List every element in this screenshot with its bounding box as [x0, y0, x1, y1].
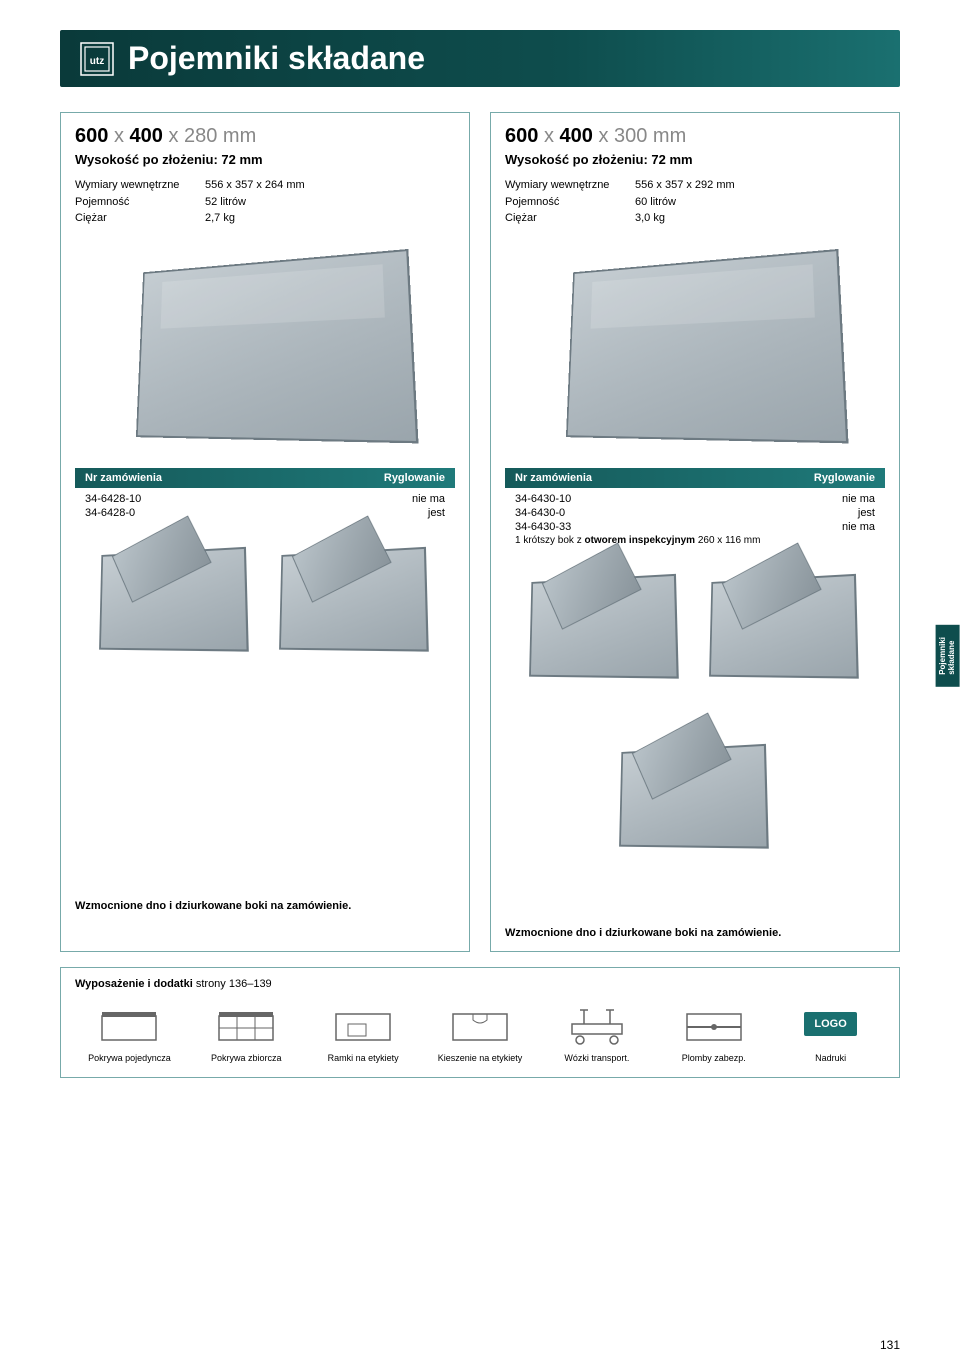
spec-label: Wymiary wewnętrzne: [75, 177, 205, 194]
label-frame-icon: [309, 1000, 418, 1048]
order-id: 34-6430-10: [515, 493, 571, 505]
spec-value: 60 litrów: [635, 194, 885, 211]
crate-variant-illustration: [529, 573, 679, 678]
order-id: 34-6430-33: [515, 521, 571, 533]
crate-variant-illustration: [709, 573, 859, 678]
spec-row: Ciężar3,0 kg: [505, 210, 885, 227]
crate-variant-illustration: [279, 546, 429, 651]
order-row: 34-6430-0 jest: [505, 506, 885, 520]
spec-row: Ciężar2,7 kg: [75, 210, 455, 227]
accessory-label: Pokrywa pojedyncza: [75, 1053, 184, 1063]
product-main-image: [75, 243, 455, 453]
page-number: 131: [880, 1338, 900, 1352]
accessory-label: Pokrywa zbiorcza: [192, 1053, 301, 1063]
variant-image-grid: [505, 557, 885, 917]
accessory-item: Plomby zabezp.: [659, 1000, 768, 1063]
accessory-label: Kieszenie na etykiety: [426, 1053, 535, 1063]
lid-multi-icon: [192, 1000, 301, 1048]
spec-label: Ciężar: [75, 210, 205, 227]
order-col-id: Nr zamówienia: [85, 472, 162, 484]
seal-icon: [659, 1000, 768, 1048]
product-subtitle: Wysokość po złożeniu: 72 mm: [505, 152, 885, 167]
svg-text:utz: utz: [90, 56, 104, 67]
order-lock: nie ma: [412, 493, 445, 505]
spec-row: Wymiary wewnętrzne556 x 357 x 264 mm: [75, 177, 455, 194]
accessory-label: Plomby zabezp.: [659, 1053, 768, 1063]
order-lock: jest: [858, 507, 875, 519]
crate-variant-illustration: [99, 546, 249, 651]
accessory-item: Pokrywa pojedyncza: [75, 1000, 184, 1063]
spec-label: Wymiary wewnętrzne: [505, 177, 635, 194]
order-row: 34-6430-10 nie ma: [505, 492, 885, 506]
spec-value: 556 x 357 x 264 mm: [205, 177, 455, 194]
crate-variant-illustration: [619, 743, 769, 848]
accessory-label: Nadruki: [776, 1053, 885, 1063]
lid-single-icon: [75, 1000, 184, 1048]
spec-table: Wymiary wewnętrzne556 x 357 x 264 mmPoje…: [75, 177, 455, 227]
brand-logo-icon: utz: [80, 42, 114, 76]
accessory-item: Kieszenie na etykiety: [426, 1000, 535, 1063]
accessory-item: Ramki na etykiety: [309, 1000, 418, 1063]
page-header: utz Pojemniki składane: [60, 30, 900, 87]
order-lock: nie ma: [842, 521, 875, 533]
order-row: 34-6428-10 nie ma: [75, 492, 455, 506]
order-id: 34-6428-10: [85, 493, 141, 505]
spec-label: Pojemność: [505, 194, 635, 211]
products-row: 600 x 400 x 280 mm Wysokość po złożeniu: …: [60, 112, 900, 952]
accessory-item: LOGO Nadruki: [776, 1000, 885, 1063]
order-table-header: Nr zamówienia Ryglowanie: [505, 468, 885, 488]
spec-value: 52 litrów: [205, 194, 455, 211]
order-table-body: 34-6428-10 nie ma 34-6428-0 jest: [75, 488, 455, 530]
spec-table: Wymiary wewnętrzne556 x 357 x 292 mmPoje…: [505, 177, 885, 227]
page-title: Pojemniki składane: [128, 40, 425, 77]
accessory-label: Ramki na etykiety: [309, 1053, 418, 1063]
side-category-tab: Pojemnikiskładane: [936, 625, 960, 687]
product-column: 600 x 400 x 300 mm Wysokość po złożeniu: …: [490, 112, 900, 952]
spec-row: Wymiary wewnętrzne556 x 357 x 292 mm: [505, 177, 885, 194]
order-lock: nie ma: [842, 493, 875, 505]
accessory-item: Wózki transport.: [542, 1000, 651, 1063]
cart-icon: [542, 1000, 651, 1048]
label-pocket-icon: [426, 1000, 535, 1048]
accessories-row: Pokrywa pojedyncza Pokrywa zbiorcza Ramki …: [75, 1000, 885, 1063]
accessory-label: Wózki transport.: [542, 1053, 651, 1063]
order-row: 34-6430-33 nie ma: [505, 520, 885, 534]
spec-label: Ciężar: [505, 210, 635, 227]
product-main-image: [505, 243, 885, 453]
order-note: 1 krótszy bok z otworem inspekcyjnym 260…: [505, 534, 885, 547]
order-row: 34-6428-0 jest: [75, 506, 455, 520]
order-table-header: Nr zamówienia Ryglowanie: [75, 468, 455, 488]
order-lock: jest: [428, 507, 445, 519]
accessories-heading: Wyposażenie i dodatki strony 136–139: [75, 978, 885, 990]
product-subtitle: Wysokość po złożeniu: 72 mm: [75, 152, 455, 167]
accessory-item: Pokrywa zbiorcza: [192, 1000, 301, 1063]
spec-row: Pojemność60 litrów: [505, 194, 885, 211]
order-col-lock: Ryglowanie: [384, 472, 445, 484]
product-footnote: Wzmocnione dno i dziurkowane boki na zam…: [75, 890, 455, 912]
logo-icon: LOGO: [776, 1000, 885, 1048]
spec-value: 3,0 kg: [635, 210, 885, 227]
crate-illustration: [566, 248, 849, 442]
order-id: 34-6430-0: [515, 507, 565, 519]
spec-label: Pojemność: [75, 194, 205, 211]
spec-value: 2,7 kg: [205, 210, 455, 227]
order-id: 34-6428-0: [85, 507, 135, 519]
product-footnote: Wzmocnione dno i dziurkowane boki na zam…: [505, 917, 885, 939]
accessories-panel: Wyposażenie i dodatki strony 136–139 Pok…: [60, 967, 900, 1078]
spec-value: 556 x 357 x 292 mm: [635, 177, 885, 194]
product-column: 600 x 400 x 280 mm Wysokość po złożeniu: …: [60, 112, 470, 952]
crate-illustration: [136, 248, 419, 442]
product-title: 600 x 400 x 300 mm: [505, 125, 885, 148]
order-col-lock: Ryglowanie: [814, 472, 875, 484]
order-col-id: Nr zamówienia: [515, 472, 592, 484]
product-title: 600 x 400 x 280 mm: [75, 125, 455, 148]
variant-image-grid: [75, 530, 455, 890]
spec-row: Pojemność52 litrów: [75, 194, 455, 211]
order-table-body: 34-6430-10 nie ma 34-6430-0 jest 34-6430-33 n…: [505, 488, 885, 557]
